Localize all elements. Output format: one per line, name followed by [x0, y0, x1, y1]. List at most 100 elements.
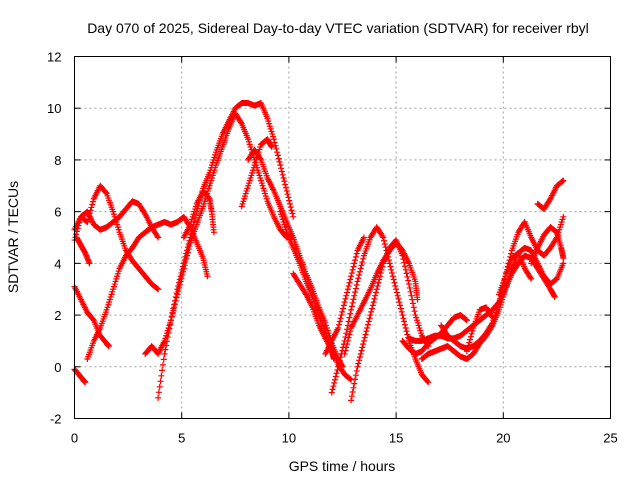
data-point — [424, 378, 431, 385]
data-point — [349, 388, 356, 395]
data-point — [336, 357, 343, 364]
data-point — [284, 191, 291, 198]
data-point — [342, 295, 349, 302]
data-point — [369, 302, 376, 309]
data-point — [374, 282, 381, 289]
data-point — [176, 284, 183, 291]
data-point — [370, 299, 377, 306]
data-point — [282, 184, 289, 191]
data-point — [353, 282, 360, 289]
plot-border — [74, 56, 611, 419]
data-point — [488, 321, 495, 328]
data-point — [359, 344, 366, 351]
data-point — [344, 322, 351, 329]
data-point — [389, 270, 396, 277]
data-point — [372, 292, 379, 299]
data-point — [496, 299, 503, 306]
data-point — [167, 317, 174, 324]
data-point — [347, 276, 354, 283]
data-point — [177, 278, 184, 285]
data-point — [275, 155, 282, 162]
series-t23 — [496, 250, 535, 298]
data-point — [358, 347, 365, 354]
data-point — [349, 299, 356, 306]
data-point — [342, 334, 349, 341]
x-tick-label: 0 — [71, 431, 78, 446]
data-point — [290, 213, 297, 220]
data-point — [396, 299, 403, 306]
data-point — [379, 233, 386, 240]
x-tick-label: 10 — [282, 431, 296, 446]
data-point — [379, 263, 386, 270]
data-point — [367, 312, 374, 319]
data-point — [178, 275, 185, 282]
data-point — [411, 308, 418, 315]
data-point — [527, 274, 534, 281]
data-point — [169, 310, 176, 317]
data-point — [401, 263, 408, 270]
data-point — [155, 389, 162, 396]
data-point — [393, 286, 400, 293]
data-point — [344, 326, 351, 333]
y-tick-label: 6 — [54, 205, 61, 220]
y-tick-label: 2 — [54, 308, 61, 323]
data-point — [389, 273, 396, 280]
data-point — [400, 315, 407, 322]
data-point — [365, 318, 372, 325]
data-point — [364, 325, 371, 331]
data-point — [352, 372, 359, 379]
data-point — [414, 296, 421, 303]
data-point — [274, 149, 281, 156]
data-point — [161, 350, 168, 357]
data-point — [401, 318, 408, 325]
data-point — [175, 288, 182, 295]
data-point — [181, 262, 188, 269]
data-point — [346, 279, 353, 286]
data-point — [351, 292, 358, 299]
data-point — [362, 331, 369, 338]
data-point — [352, 285, 359, 292]
data-point — [331, 376, 338, 383]
data-point — [174, 291, 181, 298]
data-point — [402, 325, 409, 331]
data-point — [348, 393, 355, 400]
data-point — [89, 198, 96, 205]
data-point — [398, 308, 405, 315]
data-point — [180, 268, 187, 275]
data-point — [347, 310, 354, 317]
data-point — [381, 240, 388, 247]
data-point — [403, 270, 410, 277]
data-point — [285, 194, 292, 201]
data-point — [329, 386, 336, 393]
data-point — [352, 376, 359, 383]
data-point — [357, 265, 364, 272]
data-point — [182, 259, 189, 266]
data-point — [157, 378, 164, 385]
y-tick-label: 0 — [54, 360, 61, 375]
data-point — [333, 370, 340, 377]
data-point — [375, 279, 382, 286]
data-point — [342, 347, 349, 354]
y-tick-label: 12 — [47, 50, 61, 65]
data-point — [371, 295, 378, 302]
x-tick-label: 25 — [603, 431, 617, 446]
data-point — [185, 246, 192, 253]
axis-ticks: 0 5 10 15 20 25 -2 0 2 4 6 8 10 12 — [47, 50, 618, 446]
data-point — [352, 253, 359, 260]
data-point — [184, 252, 191, 259]
data-point — [347, 328, 354, 335]
data-point — [155, 286, 162, 293]
data-point — [280, 175, 287, 182]
data-point — [395, 295, 402, 302]
data-point — [560, 260, 567, 267]
data-point — [344, 337, 351, 344]
data-point — [289, 210, 296, 217]
data-point — [410, 304, 417, 311]
series-t9 — [142, 110, 297, 357]
data-point — [348, 273, 355, 280]
data-point — [463, 317, 470, 324]
data-point — [401, 321, 408, 328]
data-point — [466, 339, 473, 346]
data-point — [162, 346, 169, 353]
data-point — [387, 263, 394, 270]
